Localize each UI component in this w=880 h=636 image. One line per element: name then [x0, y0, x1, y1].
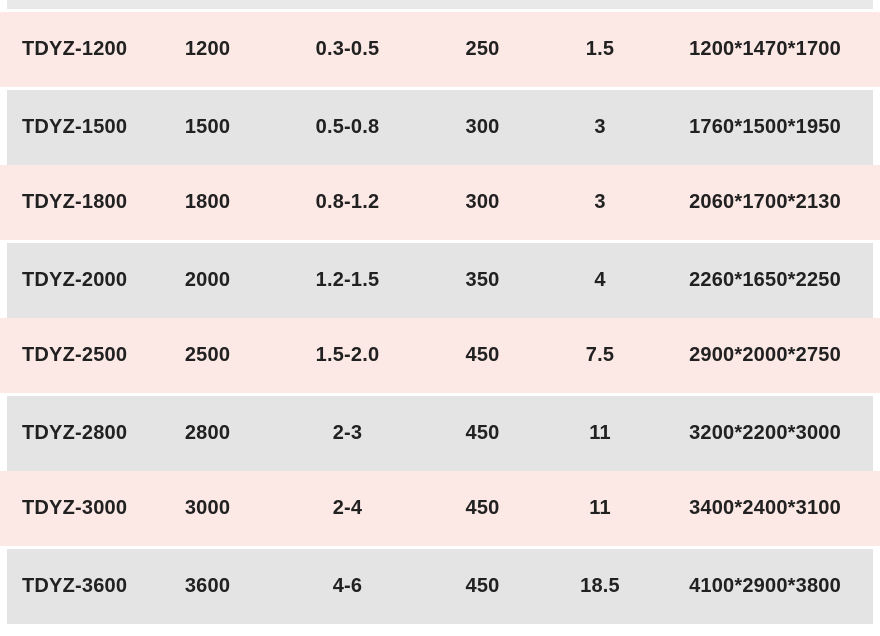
table-cell: 0.8-1.2 [315, 191, 380, 213]
model-cell: TDYZ-3000 [22, 497, 128, 519]
table-cell: 3000 [184, 497, 231, 519]
model-cell: TDYZ-1200 [22, 38, 128, 60]
table-row: TDYZ-2500 2500 1.5-2.0 450 7.5 2900*2000… [0, 318, 880, 393]
table-row: TDYZ-1500 1500 0.5-0.8 300 3 1760*1500*1… [0, 90, 880, 165]
model-cell: TDYZ-1500 [22, 116, 128, 138]
dimensions-cell: 2900*2000*2750 [689, 344, 841, 366]
table-cell: 18.5 [580, 575, 620, 597]
table-cell: 450 [465, 344, 500, 366]
table-cell: 3 [594, 191, 606, 213]
dimensions-cell: 1760*1500*1950 [689, 116, 841, 138]
table-cell: 350 [465, 269, 500, 291]
table-cell: 4-6 [332, 575, 363, 597]
table-cell: 300 [465, 191, 500, 213]
model-cell: TDYZ-1800 [22, 191, 128, 213]
table-cell: 2800 [184, 422, 231, 444]
table-cell: 2-3 [332, 422, 363, 444]
table-cell: 3600 [184, 575, 231, 597]
table-row: TDYZ-2000 2000 1.2-1.5 350 4 2260*1650*2… [0, 243, 880, 318]
model-cell: TDYZ-2500 [22, 344, 128, 366]
table-cell: 2000 [184, 269, 231, 291]
table-cell: 7.5 [585, 344, 615, 366]
table-cell: 1500 [184, 116, 231, 138]
table-cell: 11 [589, 422, 611, 444]
table-cell: 4 [594, 269, 606, 291]
table-cell: 1.2-1.5 [315, 269, 380, 291]
table-cell: 300 [465, 116, 500, 138]
table-cell: 450 [465, 575, 500, 597]
table-cell: 450 [465, 422, 500, 444]
table-row: TDYZ-1800 1800 0.8-1.2 300 3 2060*1700*2… [0, 165, 880, 240]
table-row: TDYZ-2800 2800 2-3 450 11 3200*2200*3000 [0, 396, 880, 471]
table-cell: 1.5-2.0 [315, 344, 380, 366]
table-cell: 2500 [184, 344, 231, 366]
table-cell: 3 [594, 116, 606, 138]
dimensions-cell: 1200*1470*1700 [689, 38, 841, 60]
table-cell: 2-4 [332, 497, 363, 519]
table-cell: 250 [465, 38, 500, 60]
model-cell: TDYZ-3600 [22, 575, 128, 597]
table-cell: 450 [465, 497, 500, 519]
model-cell: TDYZ-2000 [22, 269, 128, 291]
dimensions-cell: 4100*2900*3800 [689, 575, 841, 597]
table-cell: 11 [589, 497, 611, 519]
dimensions-cell: 3400*2400*3100 [689, 497, 841, 519]
table-row: TDYZ-1200 1200 0.3-0.5 250 1.5 1200*1470… [0, 12, 880, 87]
dimensions-cell: 2060*1700*2130 [689, 191, 841, 213]
dimensions-cell: 3200*2200*3000 [689, 422, 841, 444]
table-cell: 1800 [184, 191, 231, 213]
model-cell: TDYZ-2800 [22, 422, 128, 444]
table-cell: 1.5 [585, 38, 615, 60]
table-top-strip [7, 0, 873, 9]
table-cell: 0.3-0.5 [315, 38, 380, 60]
table-row: TDYZ-3600 3600 4-6 450 18.5 4100*2900*38… [0, 549, 880, 624]
table-cell: 0.5-0.8 [315, 116, 380, 138]
table-row: TDYZ-3000 3000 2-4 450 11 3400*2400*3100 [0, 471, 880, 546]
table-cell: 1200 [184, 38, 231, 60]
dimensions-cell: 2260*1650*2250 [689, 269, 841, 291]
